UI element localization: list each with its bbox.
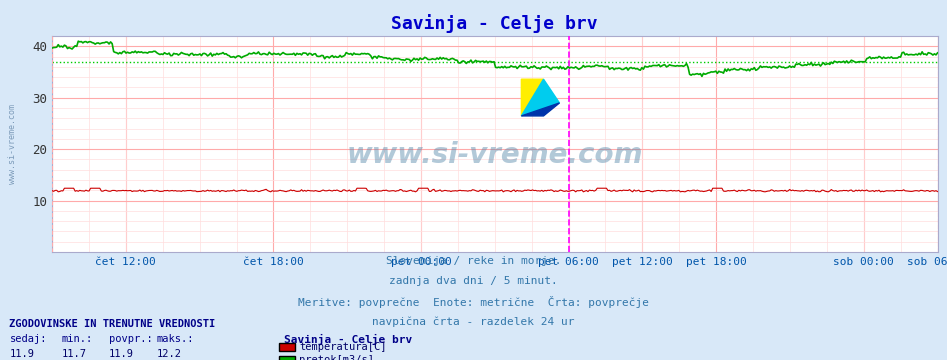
Text: 11.7: 11.7	[62, 349, 86, 359]
Text: 11.9: 11.9	[9, 349, 34, 359]
Text: www.si-vreme.com: www.si-vreme.com	[347, 141, 643, 169]
FancyBboxPatch shape	[279, 356, 295, 360]
Polygon shape	[522, 103, 560, 116]
Polygon shape	[522, 79, 560, 116]
Text: min.:: min.:	[62, 334, 93, 344]
Text: Meritve: povprečne  Enote: metrične  Črta: povprečje: Meritve: povprečne Enote: metrične Črta:…	[298, 296, 649, 308]
Text: pretok[m3/s]: pretok[m3/s]	[299, 355, 374, 360]
Text: sedaj:: sedaj:	[9, 334, 47, 344]
Text: Slovenija / reke in morje.: Slovenija / reke in morje.	[385, 256, 562, 266]
Text: ZGODOVINSKE IN TRENUTNE VREDNOSTI: ZGODOVINSKE IN TRENUTNE VREDNOSTI	[9, 319, 216, 329]
Text: temperatura[C]: temperatura[C]	[299, 342, 386, 352]
Text: Savinja - Celje brv: Savinja - Celje brv	[284, 334, 412, 345]
FancyBboxPatch shape	[279, 343, 295, 351]
Polygon shape	[522, 79, 544, 116]
Text: maks.:: maks.:	[156, 334, 194, 344]
Text: 11.9: 11.9	[109, 349, 134, 359]
Text: 12.2: 12.2	[156, 349, 181, 359]
Text: povpr.:: povpr.:	[109, 334, 152, 344]
Title: Savinja - Celje brv: Savinja - Celje brv	[391, 14, 599, 33]
Text: zadnja dva dni / 5 minut.: zadnja dva dni / 5 minut.	[389, 276, 558, 286]
Text: navpična črta - razdelek 24 ur: navpična črta - razdelek 24 ur	[372, 316, 575, 327]
Text: www.si-vreme.com: www.si-vreme.com	[8, 104, 17, 184]
